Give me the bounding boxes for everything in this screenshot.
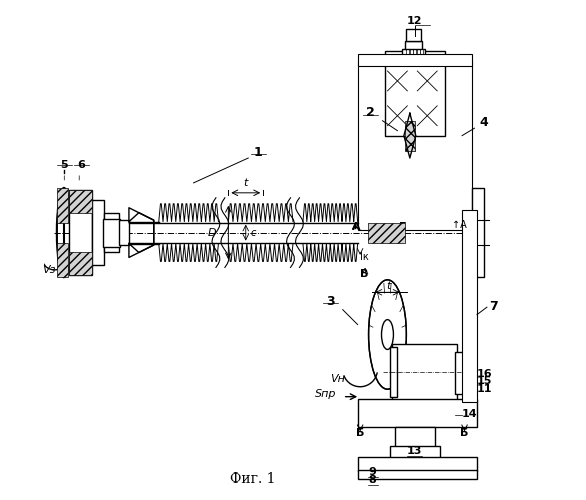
Text: 5: 5 bbox=[60, 160, 68, 170]
Bar bbox=[390, 347, 397, 397]
Bar bbox=[357, 470, 477, 478]
Text: 3: 3 bbox=[326, 294, 335, 308]
Text: Фиг. 1: Фиг. 1 bbox=[230, 472, 276, 486]
Text: Б: Б bbox=[461, 428, 469, 438]
Bar bbox=[57, 242, 68, 278]
Ellipse shape bbox=[369, 280, 406, 389]
Text: 13: 13 bbox=[407, 446, 423, 456]
Bar bbox=[357, 54, 472, 66]
Bar bbox=[357, 458, 477, 471]
Text: Vз: Vз bbox=[43, 265, 56, 275]
Text: 1: 1 bbox=[254, 146, 263, 158]
Text: ↑A: ↑A bbox=[452, 220, 467, 230]
Bar bbox=[413, 48, 416, 61]
Text: 8: 8 bbox=[369, 474, 376, 484]
Text: Г: Г bbox=[399, 222, 406, 232]
Bar bbox=[405, 120, 415, 150]
Bar bbox=[57, 188, 68, 222]
Bar bbox=[393, 344, 457, 402]
Bar bbox=[405, 41, 423, 48]
Text: 14: 14 bbox=[462, 408, 478, 418]
Text: В: В bbox=[360, 270, 369, 280]
Text: 12: 12 bbox=[407, 16, 423, 26]
Text: 4: 4 bbox=[479, 116, 488, 128]
Text: Б: Б bbox=[356, 428, 364, 438]
Text: A: A bbox=[352, 222, 361, 232]
Bar bbox=[395, 426, 435, 449]
Text: 7: 7 bbox=[489, 300, 498, 312]
Bar bbox=[119, 220, 129, 245]
Text: 11: 11 bbox=[477, 384, 492, 394]
Bar bbox=[385, 51, 445, 136]
Bar bbox=[357, 399, 477, 426]
Bar bbox=[367, 222, 405, 242]
Text: 15: 15 bbox=[477, 376, 492, 386]
Bar bbox=[403, 48, 425, 61]
Bar bbox=[462, 210, 477, 402]
Text: 9: 9 bbox=[369, 466, 376, 476]
Text: t: t bbox=[244, 178, 248, 188]
Bar bbox=[91, 200, 104, 265]
Bar bbox=[420, 48, 423, 61]
Bar bbox=[472, 188, 485, 278]
Text: 16: 16 bbox=[477, 369, 493, 379]
Bar bbox=[406, 48, 410, 61]
Bar bbox=[410, 48, 413, 61]
Text: 6: 6 bbox=[78, 160, 86, 170]
Text: Sпр: Sпр bbox=[315, 388, 336, 398]
Bar bbox=[390, 446, 440, 459]
Ellipse shape bbox=[103, 215, 121, 250]
Text: t: t bbox=[387, 281, 391, 291]
Bar bbox=[455, 352, 469, 394]
Ellipse shape bbox=[411, 440, 419, 448]
Bar bbox=[104, 212, 119, 252]
Bar bbox=[69, 190, 91, 275]
Bar bbox=[103, 218, 121, 246]
Ellipse shape bbox=[381, 320, 393, 350]
Text: 2: 2 bbox=[366, 106, 374, 118]
Text: Iк: Iк bbox=[360, 252, 369, 262]
Text: D: D bbox=[207, 228, 216, 237]
Bar bbox=[69, 190, 91, 212]
Bar bbox=[69, 252, 91, 275]
Bar bbox=[406, 28, 421, 41]
Text: c: c bbox=[251, 228, 256, 237]
Bar bbox=[357, 61, 472, 230]
Text: Vн: Vн bbox=[331, 374, 345, 384]
Bar bbox=[417, 48, 420, 61]
